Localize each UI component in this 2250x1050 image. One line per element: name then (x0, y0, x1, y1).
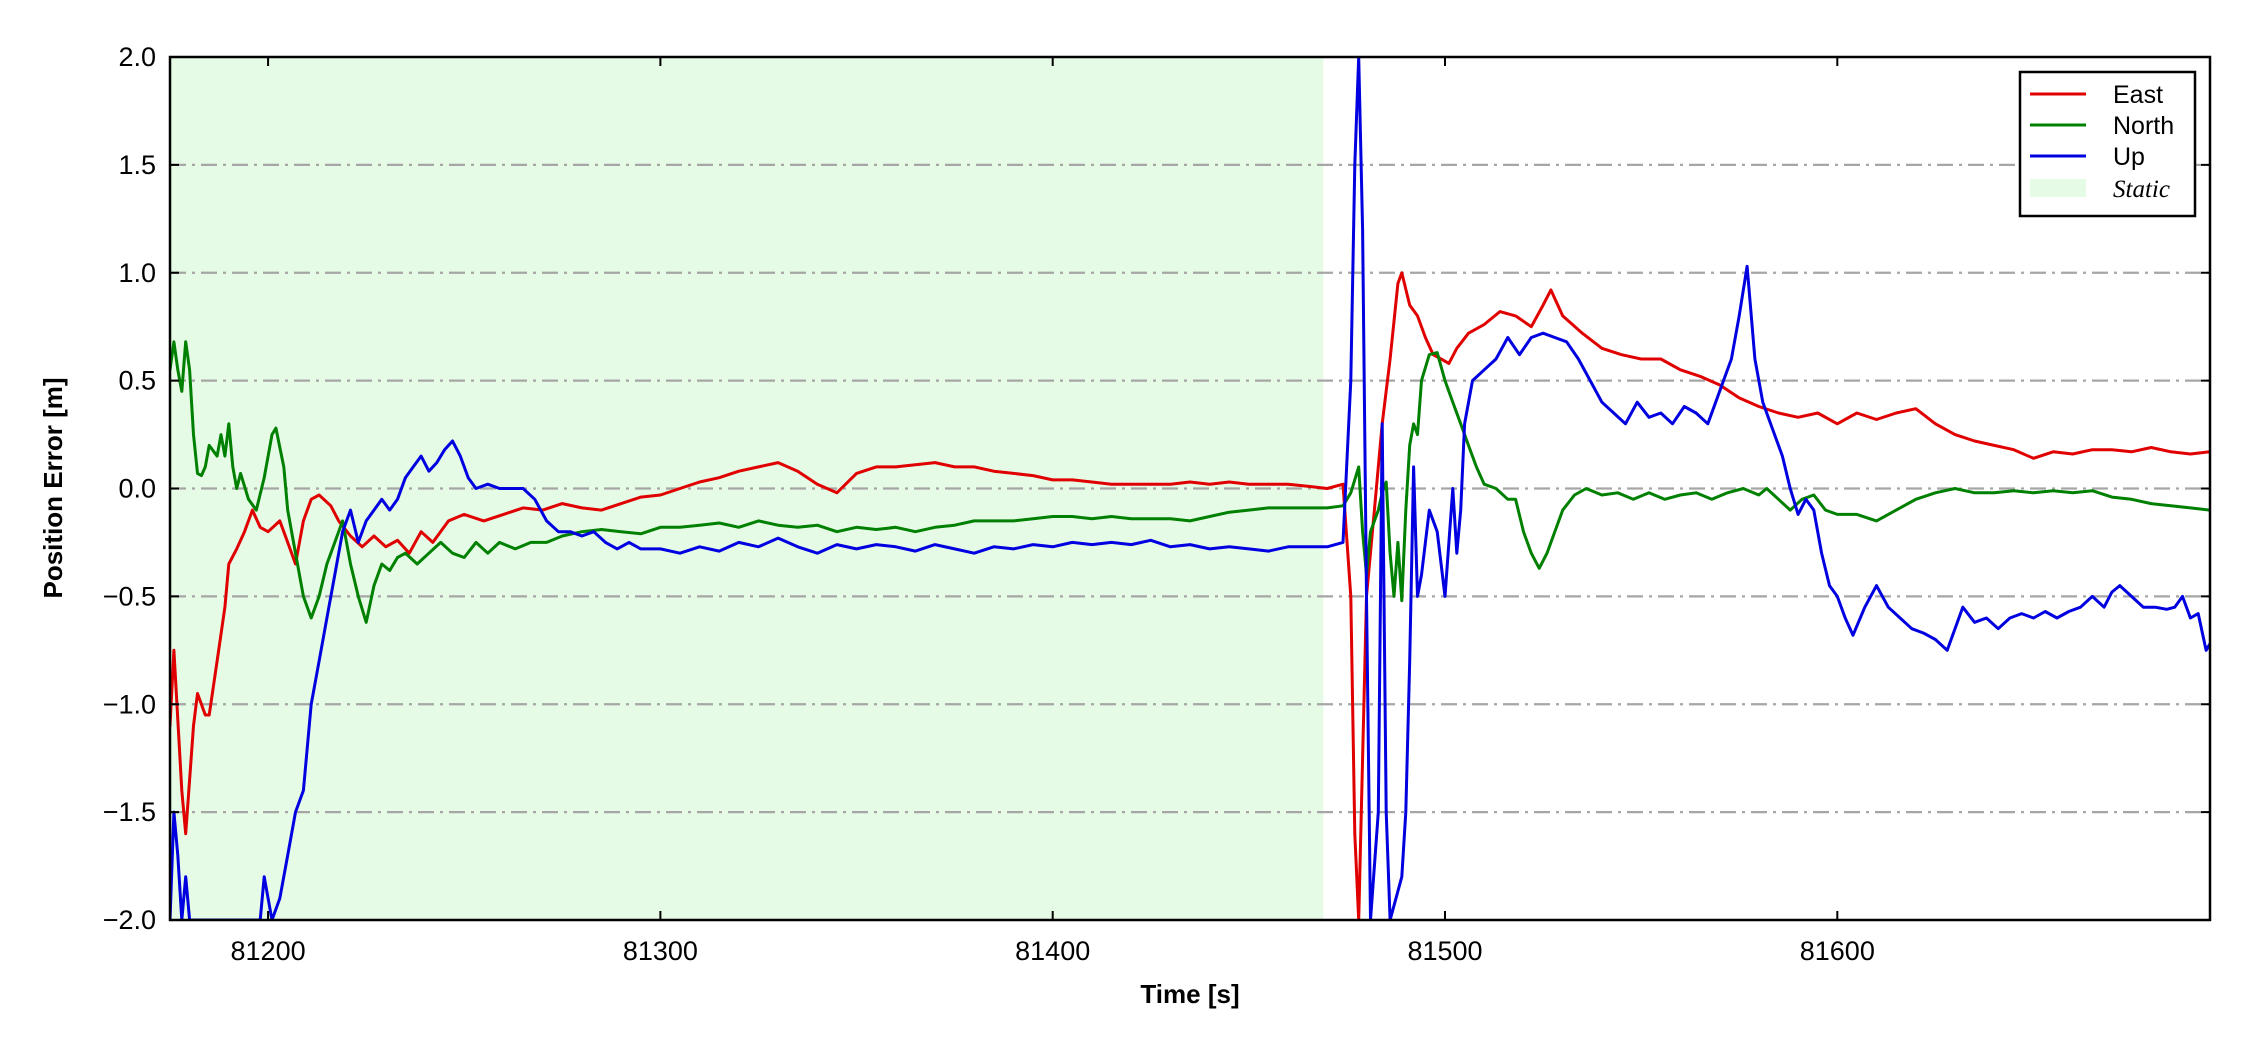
legend: East North Up Static (2018, 70, 2197, 218)
y-tick-label: 0.5 (118, 366, 156, 396)
x-tick-label: 81200 (231, 936, 306, 966)
series-line-east (170, 271, 2210, 920)
y-axis-label: Position Error [m] (38, 377, 68, 598)
static-region (170, 57, 1324, 920)
y-tick-label: 1.5 (118, 150, 156, 180)
y-tick-label: 1.0 (118, 258, 156, 288)
y-tick-label: −1.0 (103, 689, 156, 719)
series-line-up (170, 57, 2210, 920)
legend-label-static: Static (2113, 176, 2170, 203)
x-tick-label: 81600 (1800, 936, 1875, 966)
x-tick-label: 81500 (1407, 936, 1482, 966)
x-tick-label: 81300 (623, 936, 698, 966)
series-line-north (170, 340, 2210, 624)
y-tick-label: −1.5 (103, 797, 156, 827)
y-tick-label: 0.0 (118, 474, 156, 504)
y-tick-label: 2.0 (118, 42, 156, 72)
series-group (170, 57, 2210, 920)
legend-patch-static (2030, 179, 2086, 197)
legend-label-up: Up (2113, 143, 2145, 171)
y-axis: −2.0 −1.5 −1.0 −0.5 0.0 0.5 1.0 1.5 2.0 (103, 42, 2210, 935)
x-axis: 81200 81300 81400 81500 81600 (231, 57, 1875, 966)
y-tick-label: −0.5 (103, 581, 156, 611)
x-axis-label: Time [s] (1140, 979, 1239, 1009)
x-tick-label: 81400 (1015, 936, 1090, 966)
legend-label-north: North (2113, 112, 2174, 140)
legend-label-east: East (2113, 81, 2163, 109)
y-tick-label: −2.0 (103, 905, 156, 935)
